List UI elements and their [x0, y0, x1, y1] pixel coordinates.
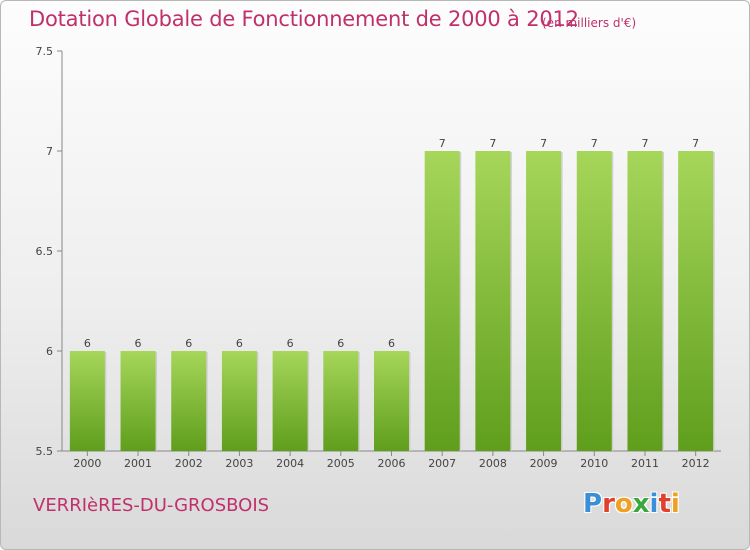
data-label: 7	[489, 137, 496, 150]
bar	[120, 351, 156, 451]
bar	[374, 351, 409, 451]
bar	[526, 151, 562, 451]
x-tick-label: 2008	[479, 457, 507, 470]
x-tick-label: 2006	[378, 457, 406, 470]
x-tick-label: 2004	[276, 457, 304, 470]
data-label: 6	[337, 337, 344, 350]
data-label: 7	[591, 137, 598, 150]
bar	[171, 351, 207, 451]
y-tick-label: 7.5	[36, 45, 54, 58]
data-label: 6	[185, 337, 192, 350]
chart-subtitle: (en milliers d'€)	[542, 16, 637, 30]
data-label: 6	[236, 337, 243, 350]
bar	[424, 151, 460, 451]
logo-letter: i	[670, 489, 680, 519]
logo-letter: i	[649, 489, 659, 519]
x-tick-label: 2001	[124, 457, 152, 470]
data-label: 7	[641, 137, 648, 150]
x-tick-label: 2009	[530, 457, 558, 470]
y-tick-label: 5.5	[36, 445, 54, 458]
bar	[678, 151, 714, 451]
x-tick-label: 2007	[428, 457, 456, 470]
x-tick-label: 2003	[225, 457, 253, 470]
x-tick-label: 2010	[580, 457, 608, 470]
x-tick-label: 2002	[175, 457, 203, 470]
proxiti-logo[interactable]: Proxiti	[583, 489, 680, 519]
y-tick-label: 6	[46, 345, 53, 358]
bar	[272, 351, 308, 451]
logo-letter: x	[632, 489, 650, 519]
x-tick-label: 2000	[73, 457, 101, 470]
logo-letter: t	[658, 489, 671, 519]
y-tick-label: 6.5	[36, 245, 54, 258]
bar	[576, 151, 612, 451]
chart-title: Dotation Globale de Fonctionnement de 20…	[29, 7, 579, 31]
data-label: 7	[540, 137, 547, 150]
bar	[69, 351, 105, 451]
data-label: 7	[439, 137, 446, 150]
x-tick-label: 2005	[327, 457, 355, 470]
x-tick-label: 2012	[682, 457, 710, 470]
y-tick-label: 7	[46, 145, 53, 158]
logo-letter: P	[583, 489, 603, 519]
bar	[323, 351, 359, 451]
data-label: 7	[692, 137, 699, 150]
x-tick-label: 2011	[631, 457, 659, 470]
data-label: 6	[135, 337, 142, 350]
bar	[475, 151, 511, 451]
bar	[627, 151, 663, 451]
data-label: 6	[84, 337, 91, 350]
data-label: 6	[287, 337, 294, 350]
bar	[221, 351, 257, 451]
logo-letter: o	[614, 489, 633, 519]
logo-letter: r	[602, 489, 615, 519]
data-label: 6	[388, 337, 395, 350]
commune-name: VERRIèRES-DU-GROSBOIS	[33, 495, 270, 516]
